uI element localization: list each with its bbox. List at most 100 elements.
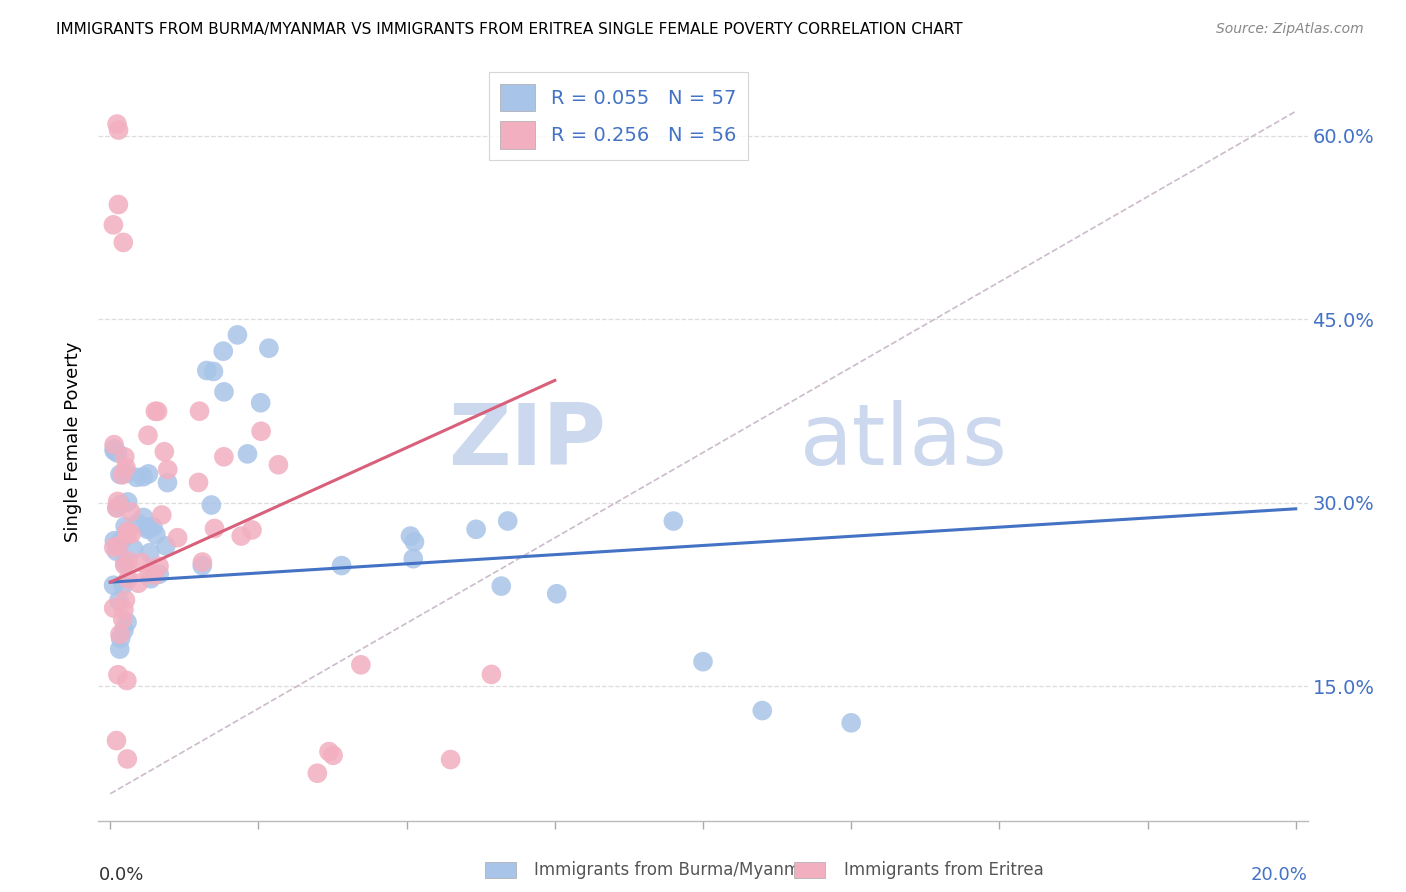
Text: 20.0%: 20.0% <box>1251 866 1308 884</box>
Point <box>204 522 226 536</box>
Point <box>350 657 373 672</box>
Point <box>112 235 135 250</box>
Point <box>107 667 129 681</box>
Point <box>139 572 162 586</box>
Point <box>236 447 259 461</box>
Point <box>114 558 136 573</box>
Point <box>112 624 135 638</box>
Point <box>112 603 135 617</box>
Point <box>117 524 139 538</box>
Point <box>662 514 685 528</box>
Point <box>240 523 263 537</box>
Point <box>153 444 176 458</box>
Text: Immigrants from Eritrea: Immigrants from Eritrea <box>844 861 1043 879</box>
Point <box>105 500 128 515</box>
Point <box>103 578 125 592</box>
Point <box>103 218 125 232</box>
Point <box>307 766 329 780</box>
Point <box>318 745 340 759</box>
Point <box>212 450 235 464</box>
Point <box>107 446 129 460</box>
Point <box>143 404 166 418</box>
Point <box>114 593 136 607</box>
Point <box>103 442 125 456</box>
Point <box>166 531 188 545</box>
Point <box>191 555 214 569</box>
Point <box>107 494 129 508</box>
Point <box>156 475 179 490</box>
Point <box>839 715 862 730</box>
Point <box>127 576 149 591</box>
Point <box>117 526 139 541</box>
Text: atlas: atlas <box>800 400 1008 483</box>
Point <box>143 568 166 582</box>
Point <box>249 395 271 409</box>
Point <box>404 534 426 549</box>
Point <box>148 559 170 574</box>
Point <box>212 344 235 359</box>
Point <box>105 501 128 516</box>
Point <box>496 514 519 528</box>
Point <box>138 467 160 481</box>
Point <box>322 748 344 763</box>
Point <box>111 467 134 482</box>
Point <box>107 197 129 211</box>
Text: IMMIGRANTS FROM BURMA/MYANMAR VS IMMIGRANTS FROM ERITREA SINGLE FEMALE POVERTY C: IMMIGRANTS FROM BURMA/MYANMAR VS IMMIGRA… <box>56 22 963 37</box>
Point <box>115 615 138 630</box>
Point <box>187 475 209 490</box>
Point <box>120 527 142 541</box>
Point <box>136 520 159 534</box>
Text: 0.0%: 0.0% <box>98 866 143 884</box>
Point <box>136 522 159 536</box>
Point <box>156 462 179 476</box>
Point <box>132 470 155 484</box>
Point <box>202 364 225 378</box>
Point <box>195 363 218 377</box>
Point <box>131 556 153 570</box>
Point <box>111 612 134 626</box>
Point <box>114 450 136 464</box>
Point <box>132 510 155 524</box>
Point <box>117 752 139 766</box>
Point <box>191 558 214 573</box>
Point <box>114 556 136 570</box>
Point <box>117 495 139 509</box>
Point <box>136 428 159 442</box>
Point <box>692 655 714 669</box>
Point <box>146 404 169 418</box>
Point <box>399 529 422 543</box>
Point <box>257 341 280 355</box>
Point <box>751 704 773 718</box>
Point <box>145 527 167 541</box>
Point <box>150 508 173 522</box>
Point <box>110 498 132 512</box>
Point <box>226 327 249 342</box>
Point <box>120 505 142 519</box>
Point <box>148 567 170 582</box>
Point <box>114 519 136 533</box>
Point <box>117 554 139 568</box>
Legend: R = 0.055   N = 57, R = 0.256   N = 56: R = 0.055 N = 57, R = 0.256 N = 56 <box>489 72 748 161</box>
Point <box>481 667 503 681</box>
Point <box>231 529 253 543</box>
Point <box>439 753 461 767</box>
Point <box>112 578 135 592</box>
Text: Source: ZipAtlas.com: Source: ZipAtlas.com <box>1216 22 1364 37</box>
Point <box>103 533 125 548</box>
Point <box>103 443 125 458</box>
Point <box>138 566 160 580</box>
Point <box>125 470 148 484</box>
Point <box>108 627 131 641</box>
Point <box>115 460 138 475</box>
Point <box>105 544 128 558</box>
Point <box>200 498 222 512</box>
Point <box>402 551 425 566</box>
Point <box>117 572 139 586</box>
Point <box>108 593 131 607</box>
Point <box>110 533 132 548</box>
Point <box>155 539 177 553</box>
Point <box>107 539 129 553</box>
Point <box>108 467 131 482</box>
Point <box>103 438 125 452</box>
Point <box>546 587 568 601</box>
